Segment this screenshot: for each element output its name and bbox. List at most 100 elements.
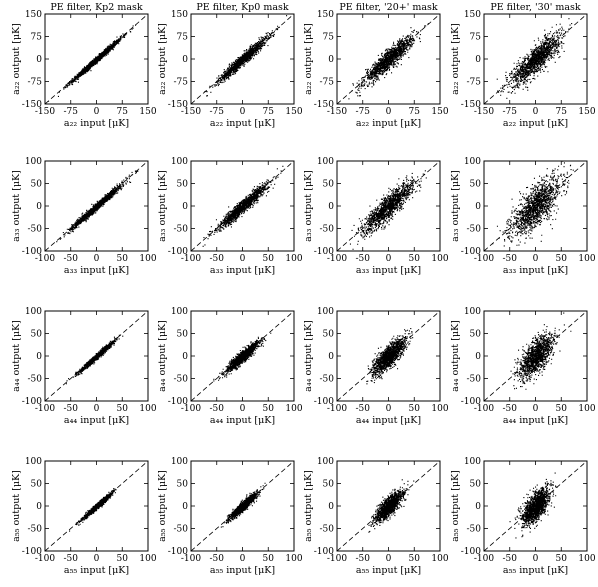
scatter-point-cloud — [368, 479, 415, 533]
x-tick-label: -75 — [356, 107, 371, 117]
x-tick-label: 75 — [556, 107, 568, 117]
x-tick-label: 50 — [409, 554, 421, 564]
y-tick-label: 0 — [182, 202, 188, 212]
y-tick-label: -50 — [467, 375, 482, 385]
x-axis-label: a₂₂ input [μK] — [356, 118, 421, 129]
panel-r3-c0: -100 -50 0 50 100 -100 -50 0 50 100 a₅₅ input [μK]… — [11, 457, 157, 576]
x-tick-label: 0 — [386, 107, 392, 117]
y-tick-label: 100 — [25, 457, 42, 467]
x-axis-label: a₂₂ input [μK] — [503, 118, 568, 129]
x-axis-label: a₄₄ input [μK] — [503, 415, 568, 426]
x-axis-label: a₃₃ input [μK] — [210, 265, 275, 276]
identity-line — [484, 311, 587, 401]
y-tick-label: 0 — [182, 352, 188, 362]
y-tick-label: 100 — [317, 307, 334, 317]
x-axis-label: a₃₃ input [μK] — [64, 265, 129, 276]
x-tick-label: 50 — [409, 254, 421, 264]
x-tick-label: -100 — [35, 254, 55, 264]
panel-r2-c1: -100 -50 0 50 100 -100 -50 0 50 100 a₄₄ input [μK]… — [157, 307, 303, 426]
scatter-point-cloud — [220, 482, 266, 528]
x-tick-label: -50 — [64, 404, 79, 414]
y-tick-label: -75 — [174, 78, 189, 88]
y-tick-label: -100 — [168, 547, 188, 557]
y-tick-label: 50 — [31, 330, 43, 340]
x-tick-label: -100 — [181, 254, 201, 264]
y-axis-label: a₄₄ output [μK] — [450, 320, 461, 392]
identity-line — [191, 161, 294, 251]
identity-line — [191, 14, 294, 104]
y-tick-label: 100 — [171, 307, 188, 317]
x-tick-label: -50 — [210, 254, 225, 264]
x-axis-label: a₄₄ input [μK] — [210, 415, 275, 426]
y-tick-label: 75 — [470, 33, 482, 43]
y-tick-label: 50 — [323, 180, 335, 190]
scatter-point-cloud — [509, 472, 558, 539]
panel-r3-c2: -100 -50 0 50 100 -100 -50 0 50 100 a₅₅ input [μK]… — [303, 457, 449, 576]
panel-title: PE filter, '30' mask — [490, 2, 581, 13]
x-tick-label: 50 — [117, 404, 129, 414]
scatter-point-cloud — [510, 312, 572, 390]
x-tick-label: 0 — [240, 404, 246, 414]
x-tick-label: -50 — [210, 554, 225, 564]
x-tick-label: -100 — [474, 554, 494, 564]
y-tick-label: -50 — [320, 375, 335, 385]
y-tick-label: -150 — [461, 100, 481, 110]
y-tick-label: 0 — [182, 502, 188, 512]
x-tick-label: 50 — [556, 554, 568, 564]
x-tick-label: 50 — [263, 404, 275, 414]
y-tick-label: 150 — [171, 10, 188, 20]
y-tick-label: -75 — [467, 78, 482, 88]
y-tick-label: -100 — [461, 247, 481, 257]
y-tick-label: 0 — [328, 502, 334, 512]
y-tick-label: 0 — [475, 502, 481, 512]
y-tick-label: -50 — [174, 375, 189, 385]
x-tick-label: 0 — [533, 254, 539, 264]
y-tick-label: -50 — [467, 225, 482, 235]
y-tick-label: 75 — [177, 33, 189, 43]
x-axis-label: a₂₂ input [μK] — [64, 118, 129, 129]
y-tick-label: 0 — [328, 55, 334, 65]
y-tick-label: 100 — [171, 457, 188, 467]
y-tick-label: 75 — [323, 33, 335, 43]
x-tick-label: 50 — [263, 254, 275, 264]
scatter-points — [65, 334, 124, 385]
panel-r3-c3: -100 -50 0 50 100 -100 -50 0 50 100 a₅₅ input [μK]… — [450, 457, 596, 576]
identity-line — [337, 14, 440, 104]
y-tick-label: -100 — [314, 247, 334, 257]
x-tick-label: 0 — [386, 404, 392, 414]
scatter-point-cloud — [366, 328, 414, 385]
y-tick-label: -50 — [467, 525, 482, 535]
y-tick-label: 0 — [36, 502, 42, 512]
identity-line — [191, 311, 294, 401]
y-tick-label: 50 — [31, 480, 43, 490]
x-tick-label: 0 — [533, 554, 539, 564]
x-tick-label: 100 — [285, 254, 302, 264]
x-tick-label: 150 — [431, 107, 448, 117]
x-tick-label: -100 — [474, 404, 494, 414]
identity-line — [45, 14, 148, 104]
y-tick-label: 50 — [470, 330, 482, 340]
x-tick-label: 0 — [240, 107, 246, 117]
y-tick-label: -50 — [28, 225, 43, 235]
x-tick-label: 100 — [578, 254, 595, 264]
x-tick-label: 100 — [431, 554, 448, 564]
y-tick-label: 150 — [464, 10, 481, 20]
x-tick-label: 75 — [409, 107, 421, 117]
y-axis-label: a₃₃ output [μK] — [303, 170, 314, 242]
x-tick-label: 50 — [409, 404, 421, 414]
x-tick-label: -100 — [35, 554, 55, 564]
y-axis-label: a₅₅ output [μK] — [11, 470, 22, 542]
y-axis-label: a₄₄ output [μK] — [11, 320, 22, 392]
x-axis-label: a₃₃ input [μK] — [356, 265, 421, 276]
y-tick-label: 0 — [36, 202, 42, 212]
y-tick-label: -50 — [28, 525, 43, 535]
scatter-point-cloud — [56, 170, 139, 243]
x-tick-label: 0 — [94, 107, 100, 117]
y-tick-label: 0 — [182, 55, 188, 65]
identity-line — [45, 161, 148, 251]
x-tick-label: -50 — [64, 554, 79, 564]
x-tick-label: 0 — [533, 107, 539, 117]
y-tick-label: 0 — [475, 352, 481, 362]
x-tick-label: 0 — [94, 554, 100, 564]
scatter-points — [345, 23, 429, 104]
